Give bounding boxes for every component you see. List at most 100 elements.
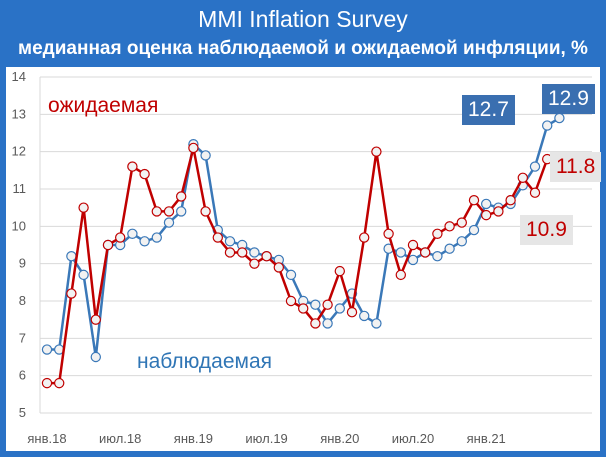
data-point: [273, 262, 284, 273]
data-point: [90, 314, 102, 325]
y-axis-ticks: 5 6 7 8 9 10 11 12 13 14: [12, 69, 26, 420]
data-point: [298, 303, 309, 314]
data-point: [395, 269, 406, 281]
data-point: [200, 150, 211, 161]
x-tick-label: июл.18: [99, 431, 141, 446]
data-point: [200, 206, 211, 217]
data-point: [285, 269, 297, 281]
data-point: [127, 228, 138, 239]
data-point: [407, 239, 419, 251]
data-point: [359, 232, 370, 243]
y-tick-label: 11: [13, 181, 27, 196]
observed-series-label: наблюдаемая: [137, 350, 273, 373]
data-point: [371, 318, 382, 329]
data-point: [188, 142, 199, 154]
expected-last-value-box: 11.8: [550, 152, 602, 182]
data-point: [163, 206, 175, 217]
data-point: [468, 194, 480, 206]
data-point: [444, 221, 455, 232]
y-tick-label: 8: [19, 293, 26, 308]
data-point: [554, 112, 565, 124]
data-point: [163, 217, 175, 228]
data-point: [78, 269, 89, 281]
data-point: [322, 299, 333, 310]
data-point: [310, 299, 321, 310]
x-tick-label: янв.20: [320, 431, 359, 446]
data-point: [151, 206, 162, 217]
data-point: [481, 198, 492, 210]
data-point: [481, 209, 492, 221]
x-axis-ticks: янв.18 июл.18 янв.19 июл.19 янв.20 июл.20 янв.…: [27, 431, 505, 446]
data-point: [395, 247, 406, 258]
series-expected: [41, 142, 553, 389]
data-point: [102, 239, 114, 251]
chart-subtitle: медианная оценка наблюдаемой и ожидаемой…: [18, 38, 588, 59]
data-point: [66, 288, 77, 299]
data-point: [41, 377, 53, 389]
data-point: [66, 250, 77, 262]
data-point: [249, 258, 260, 269]
series-layer: [41, 112, 565, 389]
data-point: [432, 228, 443, 239]
y-tick-label: 9: [19, 256, 26, 271]
data-point: [456, 236, 467, 247]
data-point: [224, 236, 236, 247]
data-point: [249, 247, 260, 258]
data-point: [529, 187, 541, 198]
data-point: [529, 161, 541, 172]
data-point: [41, 344, 53, 355]
data-point: [359, 310, 370, 322]
observed-last-value-box: 12.9: [542, 84, 595, 114]
data-point: [407, 254, 419, 266]
data-point: [542, 120, 553, 131]
data-point: [432, 250, 443, 262]
data-point: [261, 250, 272, 262]
expected-prev-value-box: 10.9: [520, 215, 573, 245]
plot-area: 5 6 7 8 9 10 11 12 13 14 янв.18 июл.18 янв.19 июл.19…: [6, 67, 602, 451]
data-point: [212, 232, 223, 243]
y-tick-label: 10: [12, 218, 26, 233]
data-point: [310, 318, 321, 329]
data-point: [285, 295, 297, 307]
y-tick-label: 14: [12, 69, 26, 84]
series-line: [47, 146, 549, 385]
x-tick-label: янв.19: [174, 431, 213, 446]
data-point: [236, 247, 248, 258]
data-point: [54, 377, 65, 389]
data-point: [383, 228, 394, 239]
chart-title: MMI Inflation Survey: [198, 6, 408, 32]
data-point: [139, 236, 150, 247]
data-point: [334, 265, 345, 277]
data-point: [371, 146, 382, 157]
data-point: [444, 243, 455, 254]
data-point: [468, 224, 480, 236]
data-point: [127, 161, 138, 172]
data-point: [224, 247, 236, 258]
data-point: [517, 172, 529, 184]
observed-prev-value-box: 12.7: [462, 95, 515, 125]
data-point: [346, 306, 358, 318]
y-tick-label: 6: [19, 368, 26, 383]
y-tick-label: 13: [12, 106, 26, 121]
line-chart: 5 6 7 8 9 10 11 12 13 14 янв.18 июл.18 янв.19 июл.19…: [12, 69, 592, 446]
data-point: [175, 191, 187, 202]
data-point: [322, 318, 333, 329]
x-tick-label: янв.21: [467, 431, 506, 446]
data-point: [456, 217, 467, 228]
data-point: [493, 206, 504, 217]
x-tick-label: июл.19: [245, 431, 287, 446]
x-tick-label: июл.20: [392, 431, 434, 446]
y-tick-label: 12: [12, 144, 26, 159]
data-point: [151, 232, 162, 243]
x-tick-label: янв.18: [27, 431, 66, 446]
data-point: [139, 168, 150, 180]
data-point: [114, 232, 126, 243]
grid-layer: [39, 76, 592, 414]
data-point: [334, 303, 345, 314]
data-point: [505, 194, 516, 206]
y-tick-label: 5: [19, 405, 26, 420]
data-point: [420, 247, 431, 258]
y-tick-label: 7: [19, 330, 26, 345]
data-point: [175, 206, 187, 217]
